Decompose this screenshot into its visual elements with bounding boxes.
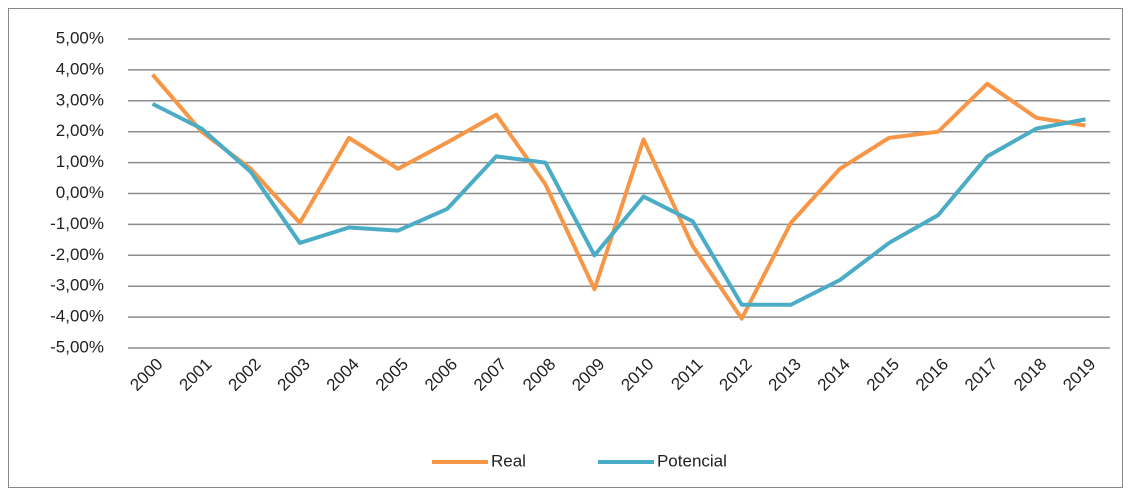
y-tick-label: -2,00% xyxy=(50,245,104,264)
y-tick-label: 4,00% xyxy=(56,59,104,78)
chart-border xyxy=(8,8,1123,488)
y-tick-label: -1,00% xyxy=(50,214,104,233)
line-series xyxy=(151,73,1086,321)
y-tick-label: 0,00% xyxy=(56,183,104,202)
y-tick-label: 2,00% xyxy=(56,121,104,140)
y-tick-label: -4,00% xyxy=(50,307,104,326)
y-tick-label: 1,00% xyxy=(56,152,104,171)
legend-label: Potencial xyxy=(657,451,727,470)
y-tick-label: 5,00% xyxy=(56,28,104,47)
line-series xyxy=(151,102,1086,307)
legend-label: Real xyxy=(491,451,526,470)
y-tick-label: 3,00% xyxy=(56,90,104,109)
y-tick-label: -3,00% xyxy=(50,276,104,295)
y-tick-label: -5,00% xyxy=(50,337,104,356)
